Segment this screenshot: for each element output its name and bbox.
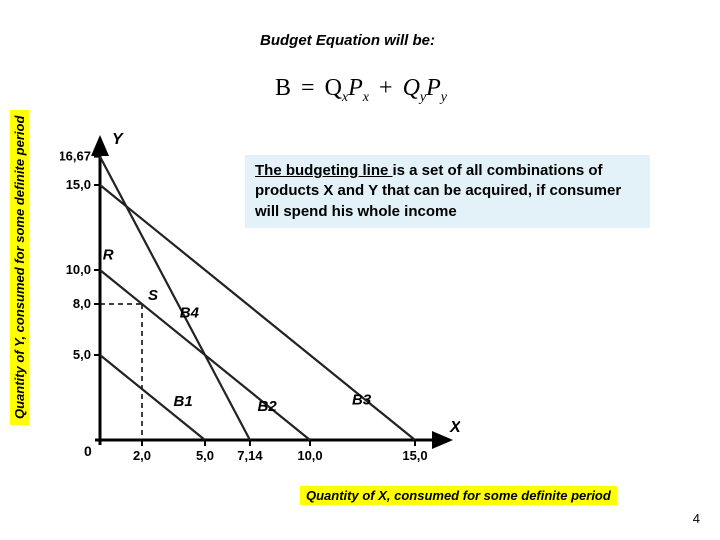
- budget-equation: B = QxPx + QyPy: [275, 75, 447, 106]
- svg-text:10,0: 10,0: [66, 262, 91, 277]
- svg-text:B2: B2: [258, 398, 278, 415]
- svg-text:Y: Y: [112, 131, 124, 148]
- svg-text:15,0: 15,0: [66, 177, 91, 192]
- svg-text:X: X: [449, 419, 460, 436]
- svg-text:B1: B1: [174, 393, 193, 410]
- eq-py: P: [426, 75, 441, 101]
- svg-text:5,0: 5,0: [73, 347, 91, 362]
- budget-chart: Y X 0 5,0 8,0 10,0 15,0 16,67 2,0 5,0 7,14 10,0 15,0…: [60, 130, 460, 470]
- svg-text:16,67: 16,67: [60, 149, 91, 164]
- x-axis-label: Quantity of X, consumed for some definit…: [300, 486, 617, 505]
- eq-equals: =: [301, 75, 315, 101]
- svg-text:15,0: 15,0: [402, 448, 427, 463]
- eq-py-sub: y: [441, 90, 447, 105]
- eq-px-sub: x: [363, 90, 369, 105]
- svg-text:0: 0: [84, 443, 92, 459]
- chart-title: Budget Equation will be:: [260, 32, 435, 49]
- svg-text:B4: B4: [180, 305, 200, 322]
- eq-qy: Q: [403, 75, 420, 101]
- eq-plus: +: [379, 75, 393, 101]
- svg-text:10,0: 10,0: [297, 448, 322, 463]
- svg-text:7,14: 7,14: [237, 448, 263, 463]
- svg-text:5,0: 5,0: [196, 448, 214, 463]
- y-axis-label: Quantity of Y, consumed for some definit…: [10, 110, 29, 425]
- svg-text:S: S: [148, 287, 158, 304]
- svg-text:8,0: 8,0: [73, 296, 91, 311]
- svg-text:2,0: 2,0: [133, 448, 151, 463]
- svg-text:B3: B3: [352, 391, 372, 408]
- eq-qx: Q: [325, 75, 342, 101]
- svg-text:R: R: [103, 247, 114, 264]
- eq-px: P: [348, 75, 363, 101]
- chart-svg: Y X 0 5,0 8,0 10,0 15,0 16,67 2,0 5,0 7,14 10,0 15,0…: [60, 130, 460, 470]
- page-number: 4: [693, 511, 700, 526]
- eq-lhs: B: [275, 75, 291, 101]
